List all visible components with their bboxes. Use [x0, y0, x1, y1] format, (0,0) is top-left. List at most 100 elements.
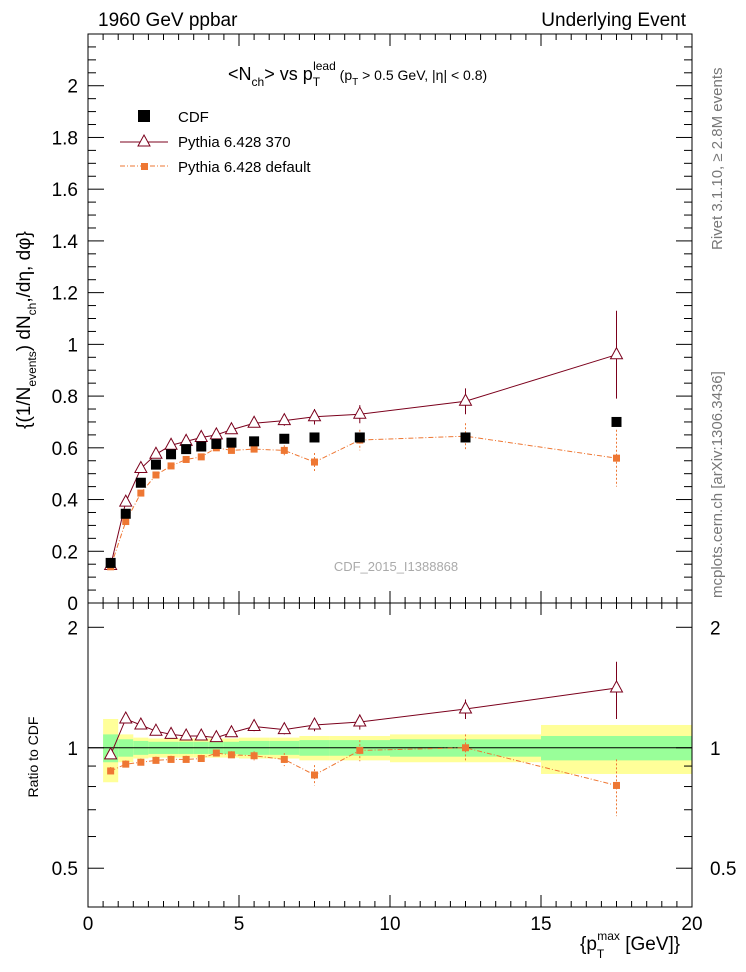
- point-pythia370: [277, 412, 292, 426]
- ratio-point-pythia370: [224, 724, 239, 738]
- x-tick-label: 5: [234, 914, 245, 935]
- y-tick-label-main: 1.6: [52, 180, 78, 201]
- y-axis-label-main: {(1/Nevents) dNch,/dη, dφ}: [14, 231, 39, 429]
- y-axis-label-ratio: Ratio to CDF: [25, 717, 41, 798]
- point-pythia-default: [227, 446, 235, 454]
- point-pythia370: [134, 460, 148, 474]
- ratio-point-pythia-default: [280, 755, 288, 763]
- header-right: Underlying Event: [541, 10, 686, 31]
- ratio-point-pythia-default: [152, 756, 160, 764]
- point-pythia-default: [167, 462, 175, 470]
- point-pythia-default: [613, 454, 620, 462]
- point-pythia370: [609, 346, 624, 360]
- x-tick-label: 15: [530, 914, 551, 935]
- ratio-point-pythia-default: [182, 755, 190, 763]
- svg-text:mcplots.cern.ch [arXiv:1306.34: mcplots.cern.ch [arXiv:1306.3436]: [709, 371, 726, 598]
- point-cdf: [166, 449, 177, 460]
- ratio-series-layer: [103, 661, 624, 817]
- legend-marker-pythia-default: [141, 163, 148, 170]
- point-cdf: [105, 557, 116, 568]
- point-cdf: [611, 416, 622, 427]
- x-tick-label: 0: [83, 914, 94, 935]
- ratio-point-pythia-default: [227, 751, 235, 759]
- point-cdf: [120, 508, 131, 519]
- y-tick-label-ratio-right: 1: [710, 739, 721, 760]
- y-tick-label-ratio-right: 2: [710, 618, 721, 639]
- ratio-point-pythia-default: [167, 755, 175, 763]
- reference-bands: [88, 718, 692, 783]
- point-pythia370: [149, 446, 163, 459]
- legend: CDF Pythia 6.428 370 Pythia 6.428 defaul…: [120, 109, 311, 176]
- ratio-point-pythia-default: [311, 771, 318, 779]
- axis-ticks: 0 5 10 15 20 0 0.2 0.4 0.6 0.8 1 1.2 1.4 1.6 1.8 2 0.5 0.…: [52, 33, 736, 935]
- y-tick-label-ratio: 2: [67, 618, 78, 639]
- main-series-layer: [103, 310, 624, 571]
- rivet-label: Rivet 3.1.10, ≥ 2.8M events: [709, 68, 726, 251]
- series-line-pythia-default: [110, 435, 617, 567]
- point-pythia-default: [152, 471, 160, 479]
- ratio-point-pythia-default: [356, 746, 364, 754]
- y-tick-label-ratio: 1: [67, 739, 78, 760]
- y-tick-label-main: 0.8: [52, 387, 78, 408]
- point-cdf: [181, 444, 192, 455]
- point-pythia-default: [280, 446, 288, 454]
- y-tick-label-main: 0.2: [52, 542, 78, 563]
- y-tick-label-main: 2: [67, 77, 78, 98]
- point-pythia370: [209, 426, 224, 440]
- mcplots-label: mcplots.cern.ch [arXiv:1306.3436]: [709, 371, 726, 598]
- point-pythia370: [307, 408, 322, 422]
- ratio-point-pythia370: [352, 713, 367, 727]
- legend-label-pythia370: Pythia 6.428 370: [178, 134, 291, 151]
- point-pythia370: [164, 437, 178, 450]
- point-cdf: [249, 436, 260, 447]
- ratio-point-pythia370: [118, 710, 133, 724]
- point-pythia370: [118, 494, 133, 507]
- x-tick-label: 10: [379, 914, 400, 935]
- y-tick-label-main: 1.2: [52, 284, 78, 305]
- point-pythia-default: [182, 455, 190, 463]
- svg-text:Rivet 3.1.10, ≥ 2.8M events: Rivet 3.1.10, ≥ 2.8M events: [709, 68, 726, 251]
- point-pythia370: [352, 406, 367, 419]
- point-cdf: [196, 441, 207, 452]
- ratio-point-pythia-default: [613, 781, 620, 789]
- point-pythia-default: [197, 453, 205, 461]
- ratio-point-pythia-default: [212, 749, 220, 757]
- point-pythia370: [224, 421, 239, 435]
- y-tick-label-main: 0.6: [52, 439, 78, 460]
- point-cdf: [150, 459, 161, 470]
- y-tick-label-main: 0.4: [52, 491, 79, 512]
- ratio-point-pythia-default: [137, 758, 145, 766]
- ratio-point-pythia370: [307, 716, 322, 730]
- point-pythia370: [194, 429, 209, 442]
- ratio-point-pythia370: [277, 721, 292, 735]
- analysis-watermark: CDF_2015_I1388868: [334, 559, 458, 574]
- y-tick-label-main: 1.8: [52, 128, 78, 149]
- legend-marker-pythia370: [137, 133, 151, 147]
- point-pythia370: [247, 415, 261, 428]
- point-cdf: [226, 437, 237, 448]
- ratio-point-pythia370: [194, 727, 209, 741]
- point-pythia-default: [137, 489, 145, 497]
- ratio-point-pythia370: [247, 718, 261, 732]
- ratio-point-pythia370: [179, 727, 193, 741]
- point-pythia370: [458, 393, 473, 406]
- point-pythia-default: [311, 458, 318, 466]
- y-tick-label-main: 1.4: [52, 232, 79, 253]
- point-pythia-default: [250, 445, 258, 453]
- ratio-point-pythia370: [209, 729, 224, 743]
- y-tick-label-ratio-right: 0.5: [710, 859, 736, 880]
- chart-title: <Nch> vs pTlead (pT > 0.5 GeV, |η| < 0.8…: [228, 59, 487, 89]
- svg-text:Ratio to CDF: Ratio to CDF: [25, 717, 41, 798]
- point-cdf: [211, 438, 222, 449]
- point-cdf: [354, 432, 365, 443]
- point-cdf: [135, 477, 146, 488]
- ratio-point-pythia-default: [462, 744, 469, 752]
- ratio-point-pythia370: [609, 679, 624, 693]
- legend-marker-cdf: [138, 110, 150, 122]
- svg-text:{(1/Nevents) dNch,/dη, dφ}: {(1/Nevents) dNch,/dη, dφ}: [14, 231, 39, 429]
- legend-label-pythia-default: Pythia 6.428 default: [178, 159, 311, 176]
- point-cdf: [279, 433, 290, 444]
- ratio-point-pythia-default: [107, 767, 115, 775]
- point-cdf: [309, 432, 320, 443]
